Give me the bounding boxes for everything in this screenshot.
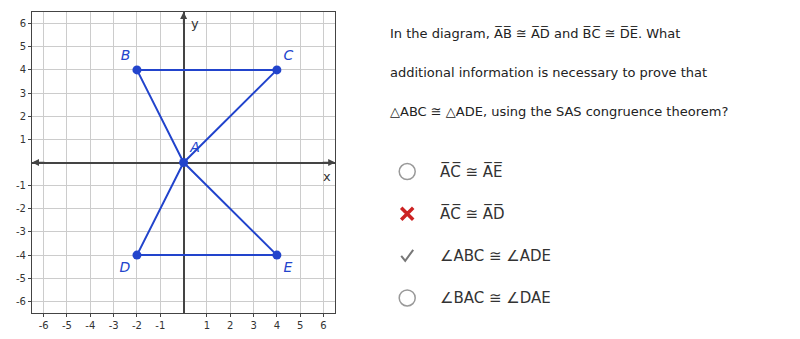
svg-text:additional information is nece: additional information is necessary to p… (390, 65, 707, 80)
svg-text:D: D (120, 259, 131, 275)
svg-text:-6: -6 (39, 320, 49, 331)
svg-text:C: C (284, 47, 294, 63)
svg-text:2: 2 (20, 111, 26, 122)
svg-text:5: 5 (297, 320, 303, 331)
svg-text:4: 4 (20, 64, 26, 75)
svg-text:-4: -4 (16, 250, 26, 261)
svg-text:5: 5 (20, 41, 26, 52)
svg-text:2: 2 (227, 320, 233, 331)
svg-text:4: 4 (274, 320, 280, 331)
svg-text:6: 6 (320, 320, 326, 331)
svg-text:-3: -3 (16, 226, 26, 237)
svg-text:3: 3 (20, 88, 26, 99)
svg-text:-4: -4 (85, 320, 95, 331)
svg-text:-5: -5 (16, 273, 26, 284)
svg-text:B: B (121, 47, 131, 63)
svg-text:3: 3 (250, 320, 256, 331)
svg-text:-3: -3 (109, 320, 119, 331)
svg-text:1: 1 (20, 134, 26, 145)
svg-text:△ABC ≅ △ADE, using the SAS con: △ABC ≅ △ADE, using the SAS congruence th… (390, 104, 728, 119)
svg-text:y: y (191, 16, 199, 31)
svg-text:∠BAC ≅ ∠DAE: ∠BAC ≅ ∠DAE (440, 289, 551, 307)
svg-text:-1: -1 (155, 320, 165, 331)
svg-text:6: 6 (20, 18, 26, 29)
svg-text:A̅C̅ ≅ A̅D̅: A̅C̅ ≅ A̅D̅ (440, 204, 505, 223)
svg-text:-2: -2 (16, 203, 26, 214)
svg-text:E: E (284, 259, 293, 275)
svg-text:A̅C̅ ≅ A̅E̅: A̅C̅ ≅ A̅E̅ (440, 162, 503, 181)
svg-text:-2: -2 (132, 320, 142, 331)
svg-text:-1: -1 (16, 180, 26, 191)
svg-text:∠ABC ≅ ∠ADE: ∠ABC ≅ ∠ADE (440, 247, 551, 265)
svg-text:x: x (323, 169, 331, 184)
svg-text:1: 1 (204, 320, 210, 331)
svg-text:-6: -6 (16, 296, 26, 307)
svg-text:-5: -5 (62, 320, 72, 331)
svg-text:A: A (189, 139, 200, 155)
svg-text:In the diagram, A̅B̅ ≅ A̅D̅ an: In the diagram, A̅B̅ ≅ A̅D̅ and B̅C̅ ≅ D… (390, 26, 680, 41)
